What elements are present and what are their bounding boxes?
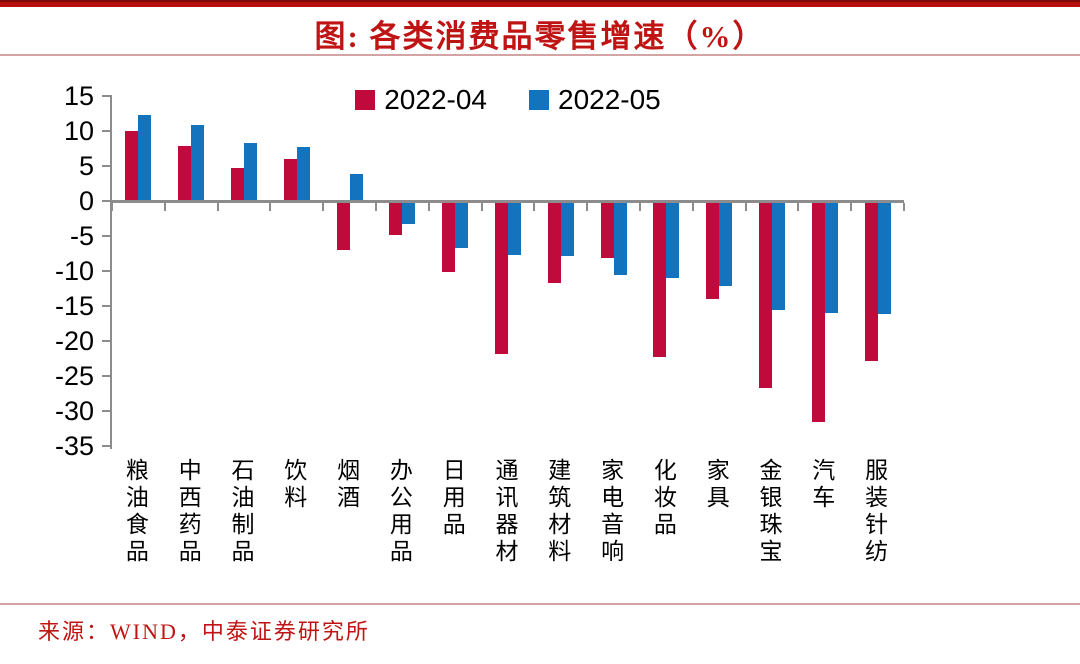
bar-2022-04-10	[653, 201, 667, 358]
x-axis-tick	[480, 203, 483, 211]
category-label-5: 办公用品	[386, 458, 412, 566]
bar-2022-05-13	[824, 201, 838, 313]
bar-2022-04-1	[178, 145, 192, 201]
x-axis-tick	[111, 203, 113, 211]
legend-swatch-2022-05	[529, 90, 549, 110]
y-axis-label: 5	[78, 151, 94, 181]
legend-swatch-2022-04	[355, 90, 376, 110]
bar-2022-04-14	[864, 201, 878, 361]
y-axis-label: 10	[63, 116, 94, 146]
x-axis-tick	[639, 203, 641, 211]
x-axis-tick	[269, 203, 272, 211]
chart-title: 图: 各类消费品零售增速（%）	[314, 19, 766, 54]
bar-2022-05-8	[560, 201, 574, 256]
x-axis-tick	[586, 203, 589, 211]
category-label-10: 化妆品	[650, 458, 676, 539]
bar-2022-05-12	[772, 201, 785, 310]
category-label-4: 烟酒	[333, 458, 359, 512]
bar-2022-05-9	[613, 201, 627, 276]
y-axis-tick	[102, 305, 110, 307]
x-axis-tick	[744, 203, 747, 211]
bar-2022-05-10	[666, 201, 680, 278]
x-axis-tick	[797, 203, 800, 211]
bar-2022-05-0	[138, 114, 152, 201]
x-axis-tick	[163, 203, 166, 211]
bar-2022-04-7	[495, 201, 508, 354]
y-axis-label: -25	[54, 361, 94, 391]
bar-2022-05-4	[349, 174, 363, 201]
bar-2022-05-2	[244, 142, 257, 201]
y-axis-tick	[102, 95, 110, 97]
footer-divider	[0, 603, 1080, 605]
y-axis-label: -30	[54, 396, 94, 426]
category-label-11: 家具	[703, 458, 729, 512]
bar-2022-04-2	[231, 168, 244, 201]
title-divider	[0, 54, 1080, 56]
y-axis-tick	[102, 130, 110, 132]
y-axis-tick	[102, 165, 110, 167]
y-axis-label: -15	[54, 291, 94, 321]
category-label-2: 石油制品	[228, 458, 253, 566]
y-axis-tick	[102, 235, 110, 237]
bar-2022-04-9	[600, 201, 614, 258]
y-axis-tick	[102, 445, 110, 447]
y-axis-tick	[102, 410, 110, 412]
y-axis-label: 0	[78, 186, 94, 216]
x-axis-tick	[322, 203, 325, 211]
legend-item-2022-04: 2022-04	[355, 84, 487, 116]
bar-2022-05-1	[191, 125, 205, 201]
bar-2022-04-3	[283, 159, 297, 201]
source-text: 来源：WIND，中泰证券研究所	[38, 619, 370, 644]
y-axis-tick	[102, 270, 110, 272]
bar-2022-05-14	[877, 201, 891, 315]
x-axis-tick	[691, 203, 694, 211]
category-label-9: 家电音响	[597, 458, 623, 566]
bar-2022-04-13	[811, 201, 825, 423]
bar-2022-05-6	[455, 201, 469, 248]
y-axis	[110, 95, 112, 449]
y-axis-label: 15	[63, 81, 94, 111]
category-label-3: 饮料	[280, 458, 306, 512]
bar-2022-05-7	[508, 201, 521, 255]
bar-2022-05-3	[296, 147, 310, 201]
x-axis-tick	[427, 203, 430, 211]
top-border	[0, 0, 1080, 7]
bar-2022-04-0	[125, 131, 139, 201]
legend: 2022-04 2022-05	[112, 84, 904, 116]
y-axis-label: -20	[54, 326, 94, 356]
legend-label-2022-05: 2022-05	[558, 84, 661, 115]
legend-label-2022-04: 2022-04	[384, 84, 487, 115]
bar-2022-04-11	[706, 201, 720, 299]
y-axis-tick	[102, 340, 110, 342]
y-axis-label: -35	[54, 431, 94, 461]
bar-2022-05-11	[719, 201, 733, 287]
x-axis-tick	[375, 203, 377, 211]
category-label-7: 通讯器材	[492, 458, 517, 566]
category-label-13: 汽车	[808, 458, 834, 512]
x-axis-tick	[533, 203, 536, 211]
x-axis	[112, 200, 904, 203]
category-label-12: 金银珠宝	[756, 458, 781, 566]
bar-2022-04-4	[336, 201, 350, 250]
y-axis-tick	[102, 200, 110, 202]
category-label-14: 服装针纺	[861, 458, 887, 566]
x-axis-tick	[850, 203, 853, 211]
legend-item-2022-05: 2022-05	[529, 84, 661, 116]
category-label-6: 日用品	[439, 458, 465, 539]
bar-2022-05-5	[402, 201, 416, 225]
x-axis-tick	[903, 203, 905, 211]
y-axis-label: -5	[69, 221, 94, 251]
y-axis-label: -10	[54, 256, 94, 286]
x-axis-tick	[216, 203, 219, 211]
category-label-0: 粮油食品	[122, 458, 148, 566]
category-label-1: 中西药品	[175, 458, 201, 566]
category-label-8: 建筑材料	[544, 458, 570, 566]
bar-2022-04-12	[759, 201, 772, 388]
bar-2022-04-8	[547, 201, 561, 283]
bar-2022-04-6	[442, 201, 456, 273]
y-axis-tick	[102, 375, 110, 377]
bar-2022-04-5	[389, 201, 403, 235]
